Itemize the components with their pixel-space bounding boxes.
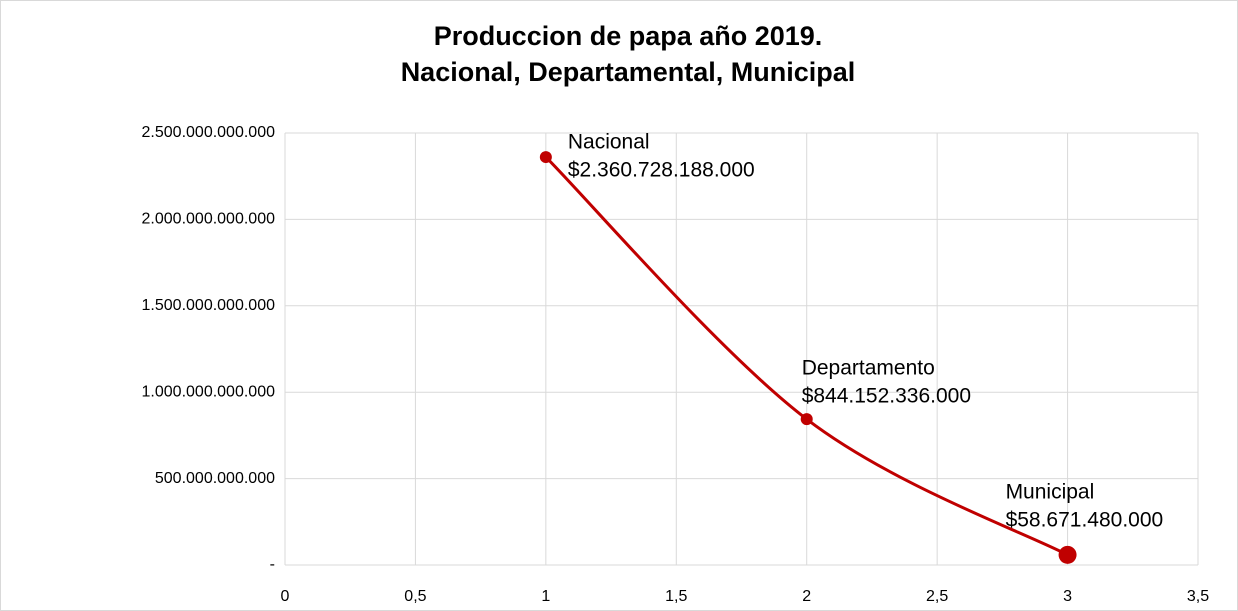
point-label: Nacional (568, 131, 650, 154)
data-label: $2.360.728.188.000 (568, 159, 755, 182)
data-point (800, 413, 813, 426)
data-point (539, 151, 552, 164)
y-tick-label: 2.500.000.000.000 (142, 124, 276, 141)
x-tick-label: 3,5 (1187, 588, 1209, 605)
point-label: Municipal (1006, 480, 1095, 503)
y-tick-label: 1.000.000.000.000 (142, 383, 276, 400)
x-tick-label: 2 (802, 588, 811, 605)
x-tick-label: 1 (541, 588, 550, 605)
x-tick-label: 0 (281, 588, 290, 605)
x-tick-label: 3 (1063, 588, 1072, 605)
y-tick-label: 2.000.000.000.000 (142, 211, 276, 228)
data-label: $844.152.336.000 (802, 385, 971, 408)
x-tick-label: 0,5 (404, 588, 426, 605)
point-label: Departamento (802, 357, 935, 380)
x-tick-label: 1,5 (665, 588, 687, 605)
x-tick-label: 2,5 (926, 588, 948, 605)
data-label: $58.671.480.000 (1006, 508, 1164, 531)
data-point (1058, 545, 1077, 564)
chart-title: Nacional, Departamental, Municipal (401, 57, 856, 87)
y-tick-label: - (270, 556, 275, 573)
y-tick-label: 500.000.000.000 (155, 470, 275, 487)
chart-title: Produccion de papa año 2019. (434, 21, 823, 51)
y-tick-label: 1.500.000.000.000 (142, 297, 276, 314)
